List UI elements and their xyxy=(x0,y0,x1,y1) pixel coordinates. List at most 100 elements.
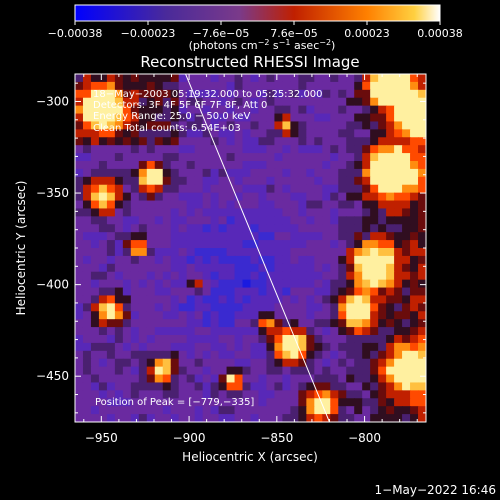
heatmap-cell xyxy=(418,406,426,415)
heatmap-cell xyxy=(162,382,172,391)
heatmap-cell xyxy=(306,335,315,344)
heatmap-cell xyxy=(298,311,307,320)
heatmap-cell xyxy=(226,216,236,225)
heatmap-cell xyxy=(162,248,172,257)
heatmap-cell xyxy=(218,406,228,415)
heatmap-cell xyxy=(346,121,355,130)
heatmap-cell xyxy=(90,153,100,162)
heatmap-cell xyxy=(218,319,228,328)
heatmap-cell xyxy=(274,137,284,146)
heatmap-cell xyxy=(306,374,315,384)
heatmap-cell xyxy=(250,216,260,225)
heatmap-cell xyxy=(282,358,291,368)
heatmap-cell xyxy=(122,248,132,257)
heatmap-cell xyxy=(322,129,331,138)
heatmap-cell xyxy=(394,366,403,376)
heatmap-cell xyxy=(282,176,291,186)
heatmap-cell xyxy=(362,414,371,422)
heatmap-cell xyxy=(258,303,268,312)
heatmap-cell xyxy=(322,350,331,360)
heatmap-cell xyxy=(154,255,164,265)
heatmap-cell xyxy=(402,319,411,328)
heatmap-cell xyxy=(346,295,355,304)
heatmap-cell xyxy=(154,303,164,312)
heatmap-cell xyxy=(146,216,156,225)
heatmap-cell xyxy=(234,319,244,328)
heatmap-cell xyxy=(298,358,307,368)
heatmap-cell xyxy=(146,89,156,99)
heatmap-cell xyxy=(210,279,220,289)
heatmap-cell xyxy=(75,74,84,83)
heatmap-cell xyxy=(178,192,188,202)
heatmap-cell xyxy=(418,342,426,352)
heatmap-cell xyxy=(298,113,307,123)
heatmap-cell xyxy=(154,279,164,289)
heatmap-cell xyxy=(178,216,188,225)
heatmap-cell xyxy=(98,350,108,360)
heatmap-cell xyxy=(282,287,291,297)
heatmap-cell xyxy=(338,129,347,138)
heatmap-cell xyxy=(378,184,387,194)
heatmap-cell xyxy=(218,113,228,123)
heatmap-cell xyxy=(226,192,236,202)
heatmap-cell xyxy=(122,406,132,415)
heatmap-cell xyxy=(386,382,395,391)
heatmap-cell xyxy=(242,255,252,265)
heatmap-cell xyxy=(402,97,411,107)
heatmap-cell xyxy=(418,398,426,407)
heatmap-cell xyxy=(130,366,140,376)
heatmap-cell xyxy=(362,153,371,162)
heatmap-cell xyxy=(130,406,140,415)
heatmap-cell xyxy=(146,200,156,210)
heatmap-cell xyxy=(402,374,411,384)
heatmap-cell xyxy=(170,263,180,273)
heatmap-cell xyxy=(218,271,228,281)
heatmap-cell xyxy=(90,406,100,415)
heatmap-cell xyxy=(106,89,116,99)
heatmap-cell xyxy=(178,327,188,336)
heatmap-cell xyxy=(386,319,395,328)
heatmap-cell xyxy=(346,105,355,115)
heatmap-cell xyxy=(82,350,92,360)
heatmap-cell xyxy=(378,192,387,202)
heatmap-cell xyxy=(322,168,331,178)
heatmap-cell xyxy=(394,255,403,265)
heatmap-cell xyxy=(386,303,395,312)
heatmap-cell xyxy=(154,184,164,194)
heatmap-cell xyxy=(146,161,156,170)
heatmap-cell xyxy=(330,161,339,170)
heatmap-cell xyxy=(322,200,331,210)
heatmap-cell xyxy=(394,271,403,281)
heatmap-cell xyxy=(362,81,371,91)
heatmap-cell xyxy=(194,176,204,186)
heatmap-cell xyxy=(250,382,260,391)
heatmap-cell xyxy=(226,374,236,384)
heatmap-cell xyxy=(298,287,307,297)
heatmap-cell xyxy=(138,374,148,384)
heatmap-cell xyxy=(306,161,315,170)
heatmap-cell xyxy=(282,406,291,415)
heatmap-cell xyxy=(338,224,347,233)
heatmap-cell xyxy=(362,161,371,170)
heatmap-cell xyxy=(298,248,307,257)
heatmap-cell xyxy=(274,200,284,210)
heatmap-cell xyxy=(314,216,323,225)
heatmap-cell xyxy=(146,145,156,154)
heatmap-cell xyxy=(202,129,212,138)
heatmap-cell xyxy=(162,105,172,115)
heatmap-cell xyxy=(306,414,315,422)
heatmap-cell xyxy=(122,129,132,138)
heatmap-cell xyxy=(170,319,180,328)
heatmap-cell xyxy=(370,184,379,194)
heatmap-cell xyxy=(306,319,315,328)
heatmap-cell xyxy=(154,153,164,162)
heatmap-cell xyxy=(258,398,268,407)
heatmap-cell xyxy=(306,145,315,154)
heatmap-cell xyxy=(218,192,228,202)
heatmap-cell xyxy=(250,105,260,115)
heatmap-cell xyxy=(250,335,260,344)
heatmap-cell xyxy=(162,168,172,178)
heatmap-cell xyxy=(90,374,100,384)
heatmap-cell xyxy=(130,105,140,115)
heatmap-cell xyxy=(282,390,291,399)
